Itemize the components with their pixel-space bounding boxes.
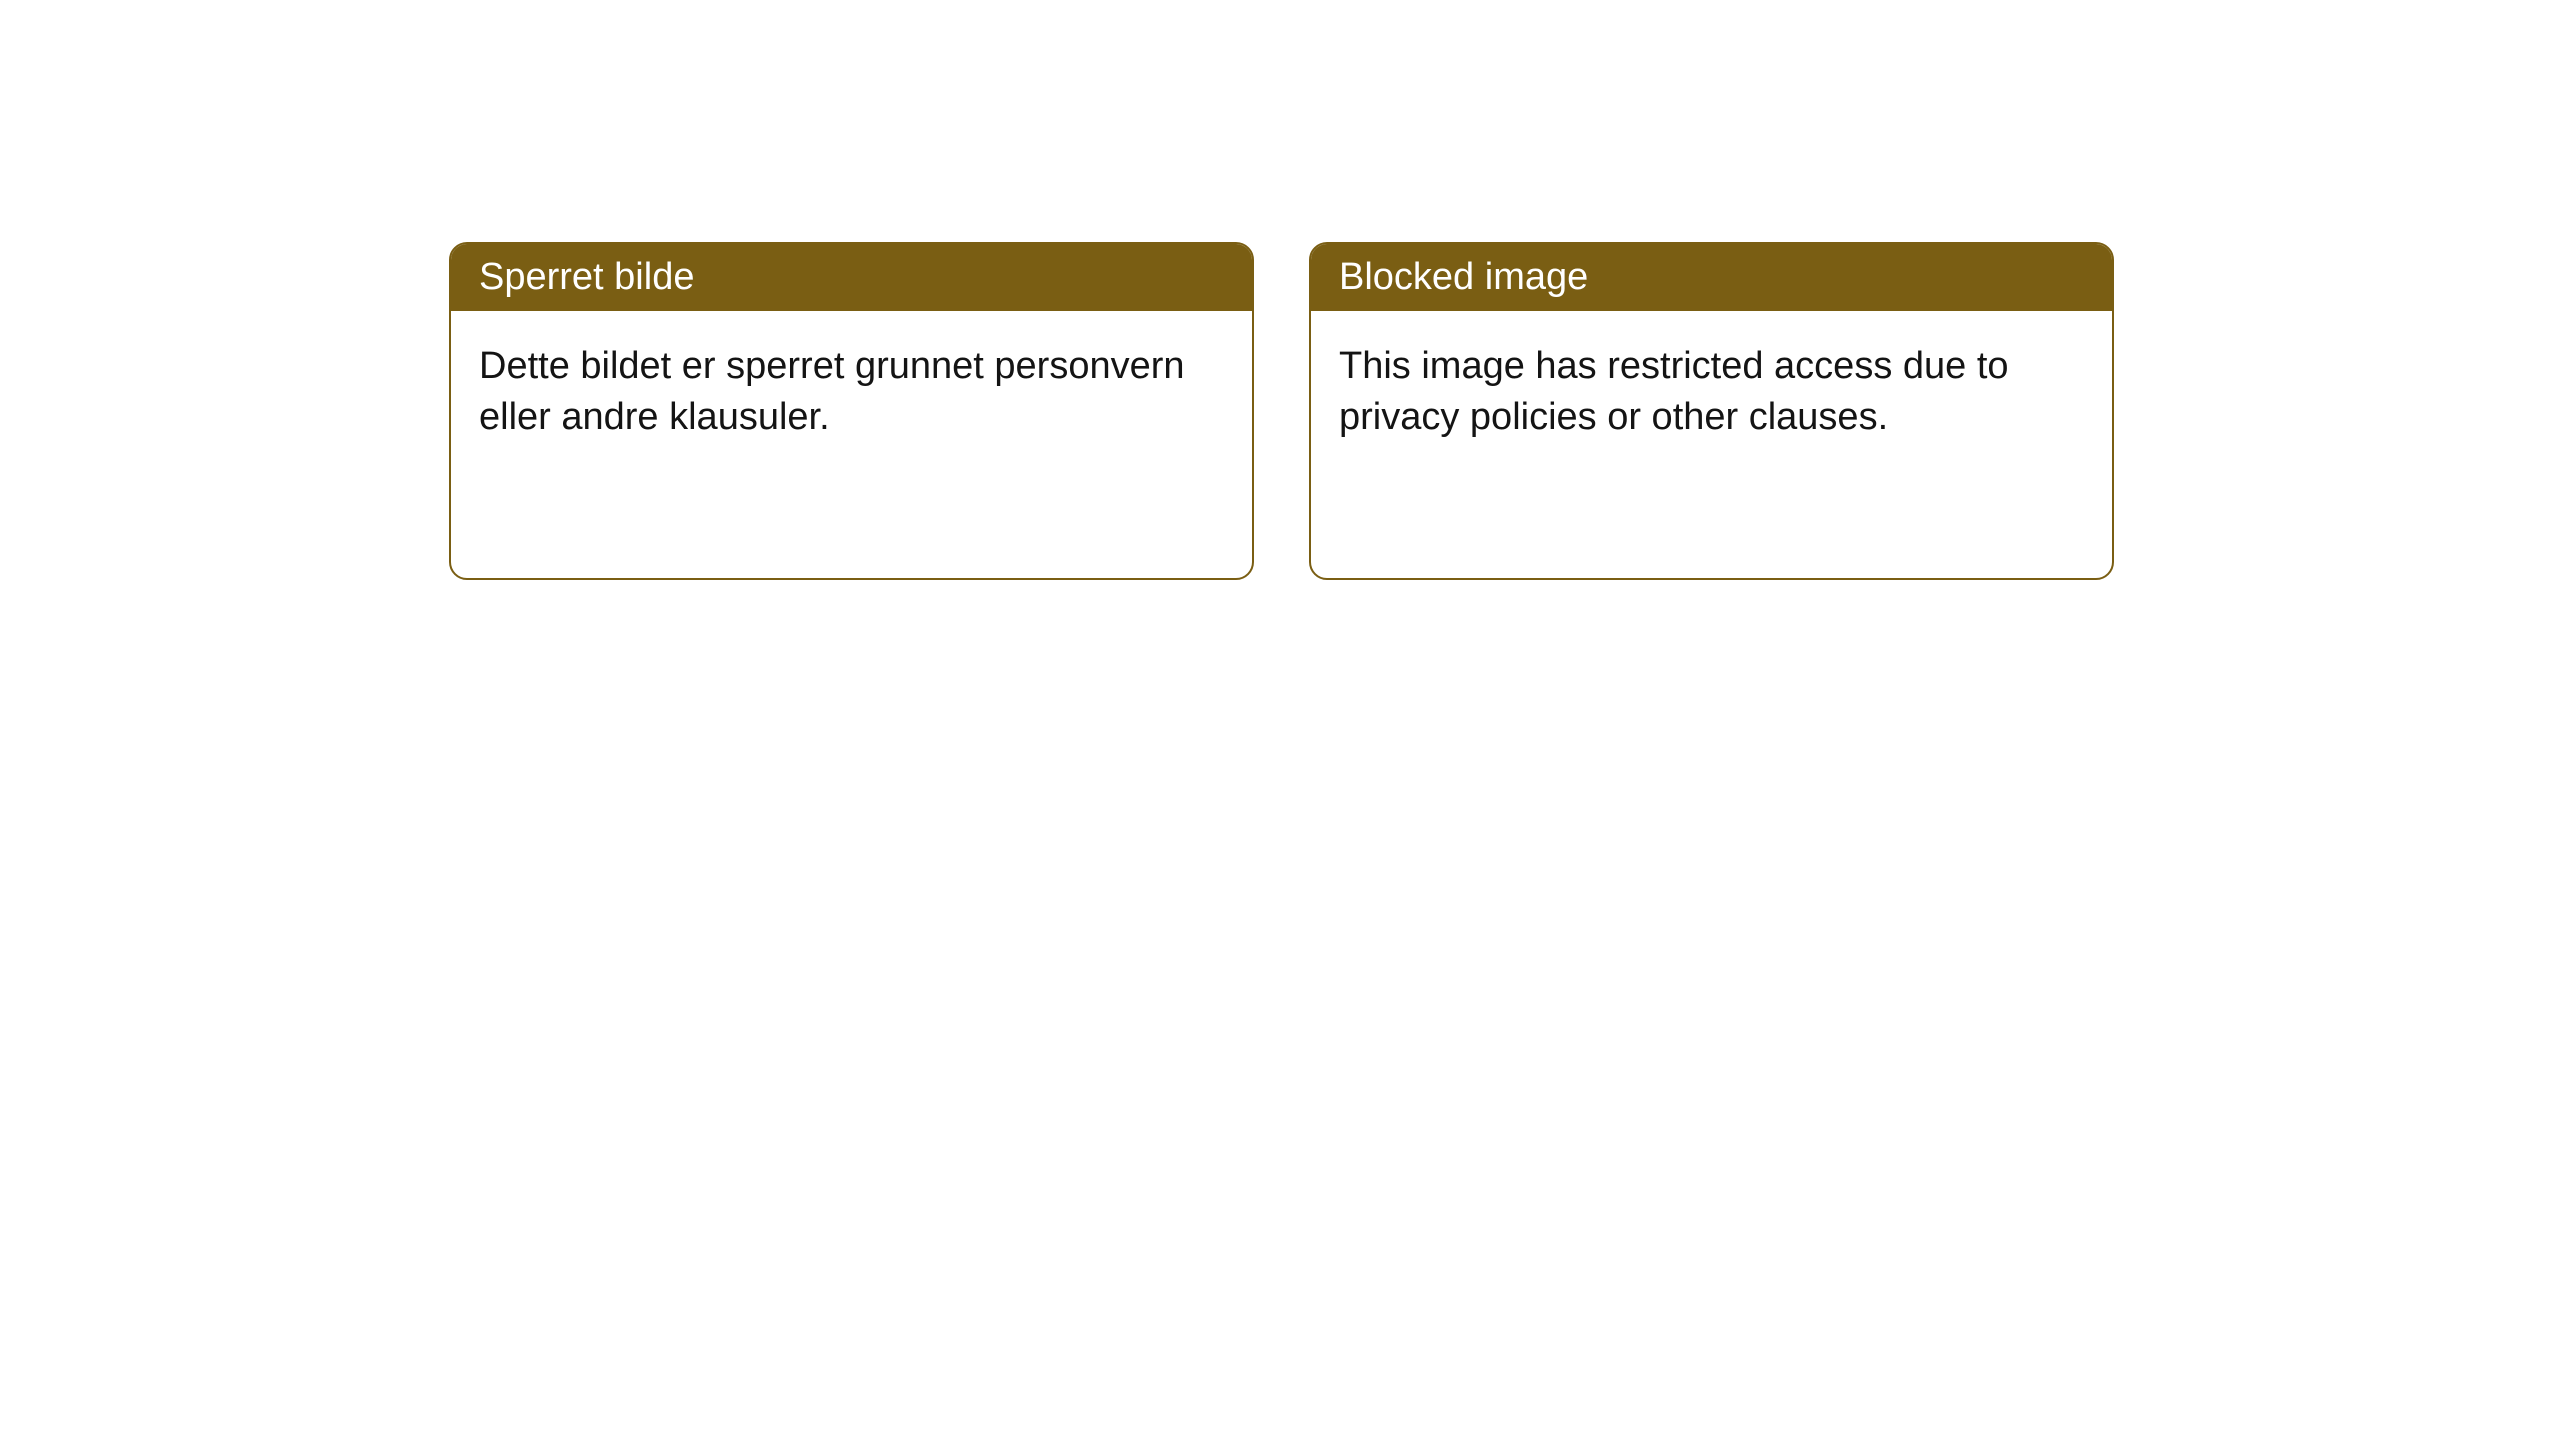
card-header: Blocked image xyxy=(1311,244,2112,311)
notice-container: Sperret bilde Dette bildet er sperret gr… xyxy=(449,242,2114,580)
card-title: Blocked image xyxy=(1339,256,1588,298)
card-body: Dette bildet er sperret grunnet personve… xyxy=(451,311,1252,474)
card-body-text: Dette bildet er sperret grunnet personve… xyxy=(479,345,1185,438)
card-body-text: This image has restricted access due to … xyxy=(1339,345,2009,438)
blocked-image-card-no: Sperret bilde Dette bildet er sperret gr… xyxy=(449,242,1254,580)
card-title: Sperret bilde xyxy=(479,256,694,298)
card-body: This image has restricted access due to … xyxy=(1311,311,2112,474)
blocked-image-card-en: Blocked image This image has restricted … xyxy=(1309,242,2114,580)
card-header: Sperret bilde xyxy=(451,244,1252,311)
